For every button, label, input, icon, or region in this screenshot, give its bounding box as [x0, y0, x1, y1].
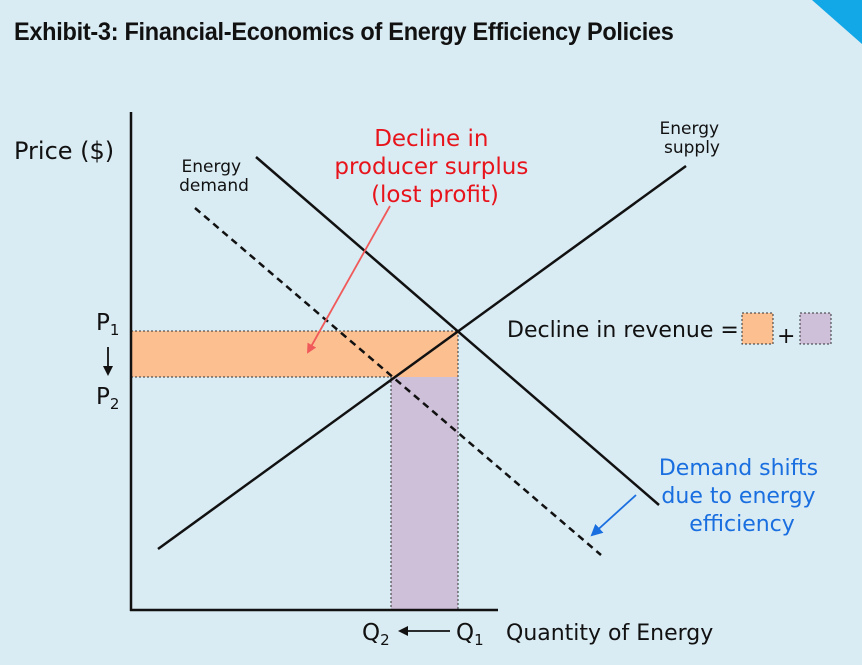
- demand-shift-label: Demand shifts due to energy efficiency: [659, 456, 825, 537]
- revenue-label: Decline in revenue =: [507, 318, 739, 343]
- p2-label: P2: [96, 384, 119, 413]
- supply-curve: [157, 164, 687, 551]
- q1-label: Q1: [456, 620, 484, 649]
- revenue-loss-quantity-area: [391, 377, 458, 610]
- page-title: Exhibit-3: Financial-Economics of Energy…: [14, 18, 674, 46]
- demand-label: Energy demand: [179, 157, 249, 196]
- q2-label: Q2: [362, 620, 390, 649]
- shifted-demand-curve: [194, 207, 602, 556]
- producer-surplus-arrow: [307, 205, 391, 354]
- y-axis-label: Price ($): [14, 137, 114, 165]
- x-axis-label: Quantity of Energy: [506, 621, 713, 646]
- p1-label: P1: [96, 310, 119, 339]
- demand-shift-arrow: [590, 494, 637, 537]
- supply-label: Energy supply: [660, 119, 725, 158]
- demand-curve: [255, 156, 660, 506]
- revenue-plus-sign: +: [777, 324, 795, 349]
- producer-surplus-label: Decline in producer surplus (lost profit…: [334, 126, 535, 208]
- revenue-orange-swatch: [741, 312, 774, 345]
- revenue-purple-swatch: [799, 312, 832, 345]
- revenue-loss-price-area: [131, 331, 458, 377]
- corner-accent: [812, 0, 862, 44]
